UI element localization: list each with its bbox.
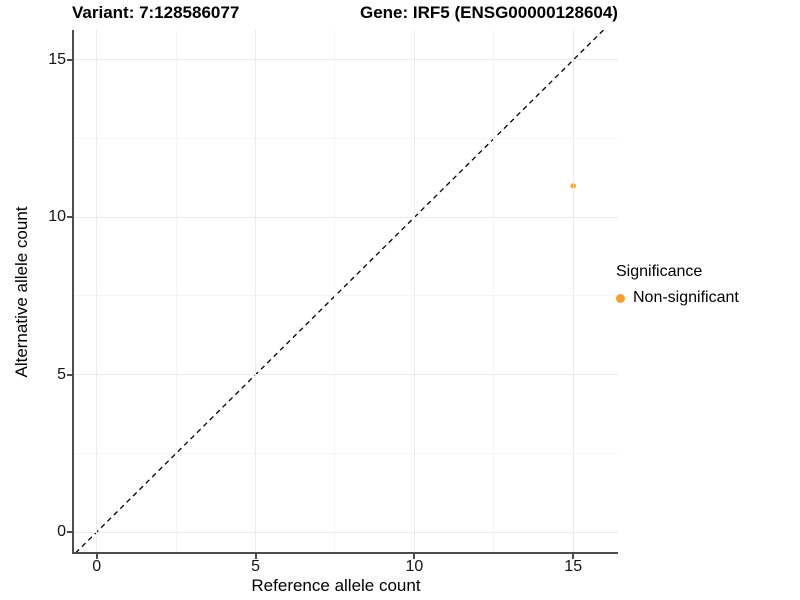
y-tick-mark (67, 58, 72, 61)
gridline-major-x (572, 30, 574, 553)
x-tick-mark (572, 554, 575, 559)
y-axis-line (72, 30, 74, 554)
x-tick-mark (254, 554, 257, 559)
x-tick-label: 0 (92, 558, 102, 575)
gridline-major-y (74, 216, 618, 218)
y-tick-mark (67, 373, 72, 376)
gridline-minor-x (175, 30, 177, 553)
gridline-major-y (74, 59, 618, 61)
y-tick-mark (67, 216, 72, 219)
gridline-major-y (74, 531, 618, 533)
y-tick-label: 10 (48, 208, 66, 226)
x-tick-mark (413, 554, 416, 559)
x-tick-label: 10 (405, 558, 424, 575)
y-tick-label: 15 (48, 50, 66, 68)
x-axis-title: Reference allele count (251, 576, 421, 595)
plot-title-gene: Gene: IRF5 (ENSG00000128604) (360, 3, 618, 22)
x-tick-label: 15 (564, 558, 583, 575)
gridline-major-x (255, 30, 257, 553)
x-tick-label: 5 (251, 558, 260, 575)
legend: Significance Non-significant (616, 263, 739, 307)
plot-layer (75, 30, 604, 553)
legend-point-swatch (616, 293, 625, 303)
y-tick-mark (67, 531, 72, 533)
legend-item-label: Non-significant (633, 289, 739, 306)
gridline-minor-y (74, 138, 618, 140)
gridline-major-x (96, 30, 98, 553)
identity-dashed-line (75, 30, 604, 553)
gridline-major-x (413, 30, 415, 553)
x-axis-line (72, 552, 618, 554)
y-axis-title: Alternative allele count (12, 206, 31, 378)
gridline-minor-y (74, 452, 618, 454)
y-tick-label: 5 (57, 365, 66, 383)
gridline-minor-y (74, 295, 618, 297)
legend-title: Significance (616, 263, 703, 280)
gridline-major-y (74, 374, 618, 376)
gridline-minor-x (493, 30, 495, 553)
legend-item-non-significant: Non-significant (616, 289, 739, 307)
y-tick-label: 0 (57, 523, 66, 540)
gridline-minor-x (334, 30, 336, 553)
plot-title-variant: Variant: 7:128586077 (72, 3, 240, 22)
x-tick-mark (95, 554, 98, 559)
plot-panel (74, 30, 618, 553)
